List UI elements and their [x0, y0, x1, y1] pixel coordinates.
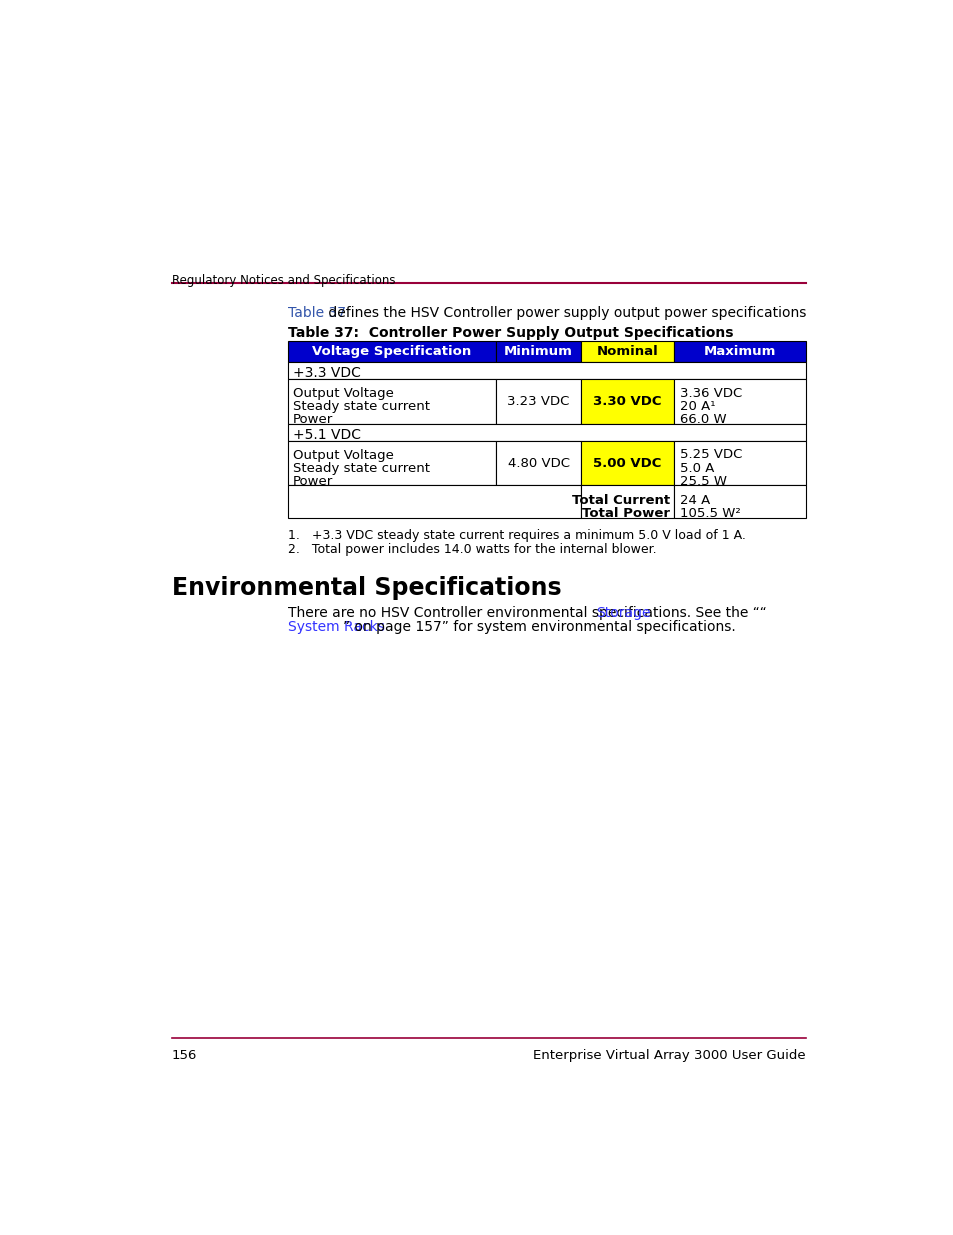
Text: 3.36 VDC: 3.36 VDC: [679, 387, 741, 400]
Bar: [288, 362, 805, 379]
Bar: [674, 379, 805, 424]
Text: Power: Power: [293, 474, 333, 488]
Text: 4.80 VDC: 4.80 VDC: [507, 457, 569, 469]
Text: Power: Power: [293, 412, 333, 426]
Text: 3.30 VDC: 3.30 VDC: [593, 395, 661, 408]
Text: Output Voltage: Output Voltage: [293, 448, 394, 462]
Bar: [288, 341, 496, 362]
Text: There are no HSV Controller environmental specifications. See the ““: There are no HSV Controller environmenta…: [288, 606, 766, 620]
Bar: [674, 485, 805, 517]
Bar: [288, 379, 496, 424]
Bar: [580, 441, 674, 485]
Text: +3.3 VDC: +3.3 VDC: [293, 366, 360, 380]
Bar: [288, 424, 805, 441]
Text: 5.25 VDC: 5.25 VDC: [679, 448, 742, 462]
Bar: [580, 341, 674, 362]
Text: Regulatory Notices and Specifications: Regulatory Notices and Specifications: [172, 274, 395, 287]
Text: 1.   +3.3 VDC steady state current requires a minimum 5.0 V load of 1 A.: 1. +3.3 VDC steady state current require…: [288, 530, 745, 542]
Text: 2.   Total power includes 14.0 watts for the internal blower.: 2. Total power includes 14.0 watts for t…: [288, 543, 656, 556]
Bar: [496, 341, 580, 362]
Bar: [496, 379, 580, 424]
Text: Table 37: Table 37: [288, 306, 346, 320]
Text: ” on page 157” for system environmental specifications.: ” on page 157” for system environmental …: [342, 620, 735, 635]
Bar: [288, 485, 580, 517]
Text: Enterprise Virtual Array 3000 User Guide: Enterprise Virtual Array 3000 User Guide: [533, 1049, 805, 1062]
Text: 24 A: 24 A: [679, 494, 710, 506]
Text: Total Power: Total Power: [581, 508, 670, 520]
Text: Maximum: Maximum: [703, 345, 776, 358]
Bar: [580, 379, 674, 424]
Text: +5.1 VDC: +5.1 VDC: [293, 427, 360, 442]
Text: Storage: Storage: [596, 606, 650, 620]
Text: Environmental Specifications: Environmental Specifications: [172, 576, 561, 599]
Text: 105.5 W²: 105.5 W²: [679, 508, 740, 520]
Text: Output Voltage: Output Voltage: [293, 387, 394, 400]
Bar: [288, 441, 496, 485]
Text: 5.0 A: 5.0 A: [679, 462, 714, 474]
Text: Minimum: Minimum: [503, 345, 573, 358]
Text: Nominal: Nominal: [597, 345, 658, 358]
Text: 156: 156: [172, 1049, 197, 1062]
Text: Table 37:  Controller Power Supply Output Specifications: Table 37: Controller Power Supply Output…: [288, 326, 733, 340]
Bar: [496, 441, 580, 485]
Text: 25.5 W: 25.5 W: [679, 474, 726, 488]
Text: Steady state current: Steady state current: [293, 400, 430, 412]
Text: 3.23 VDC: 3.23 VDC: [507, 395, 569, 408]
Text: defines the HSV Controller power supply output power specifications: defines the HSV Controller power supply …: [323, 306, 805, 320]
Bar: [674, 441, 805, 485]
Text: 5.00 VDC: 5.00 VDC: [593, 457, 661, 469]
Bar: [580, 485, 674, 517]
Text: 66.0 W: 66.0 W: [679, 412, 726, 426]
Text: Voltage Specification: Voltage Specification: [312, 345, 471, 358]
Text: Total Current: Total Current: [572, 494, 670, 506]
Bar: [674, 341, 805, 362]
Text: System Racks: System Racks: [288, 620, 385, 635]
Text: Steady state current: Steady state current: [293, 462, 430, 474]
Text: 20 A¹: 20 A¹: [679, 400, 715, 412]
